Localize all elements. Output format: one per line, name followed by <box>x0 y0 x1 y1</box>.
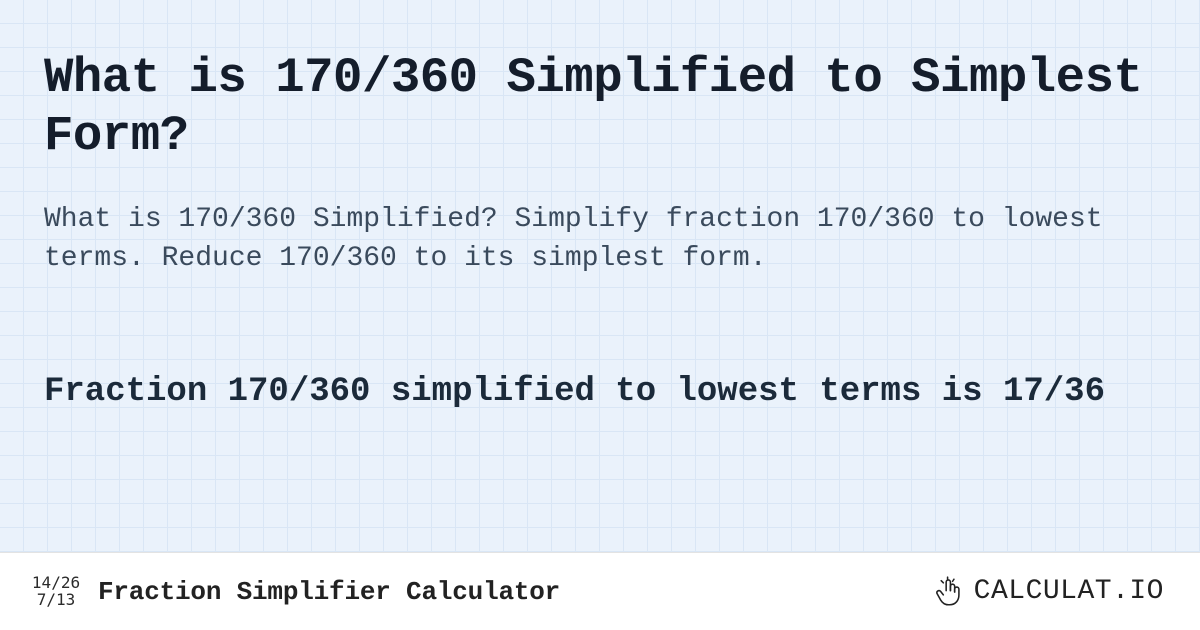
page-title: What is 170/360 Simplified to Simplest F… <box>44 50 1156 166</box>
app-name: Fraction Simplifier Calculator <box>98 577 560 607</box>
main-content: What is 170/360 Simplified to Simplest F… <box>0 0 1200 416</box>
tap-hand-icon <box>932 575 966 609</box>
footer-left: 14/26 7/13 Fraction Simplifier Calculato… <box>32 568 560 616</box>
brand-text: CALCULAT.IO <box>974 576 1164 607</box>
intro-text: What is 170/360 Simplified? Simplify fra… <box>44 200 1156 280</box>
fraction-logo-icon: 14/26 7/13 <box>32 568 80 616</box>
brand: CALCULAT.IO <box>932 575 1164 609</box>
logo-top-fraction: 14/26 <box>32 575 80 592</box>
footer-bar: 14/26 7/13 Fraction Simplifier Calculato… <box>0 552 1200 630</box>
logo-bottom-fraction: 7/13 <box>37 592 76 609</box>
result-text: Fraction 170/360 simplified to lowest te… <box>44 369 1156 416</box>
